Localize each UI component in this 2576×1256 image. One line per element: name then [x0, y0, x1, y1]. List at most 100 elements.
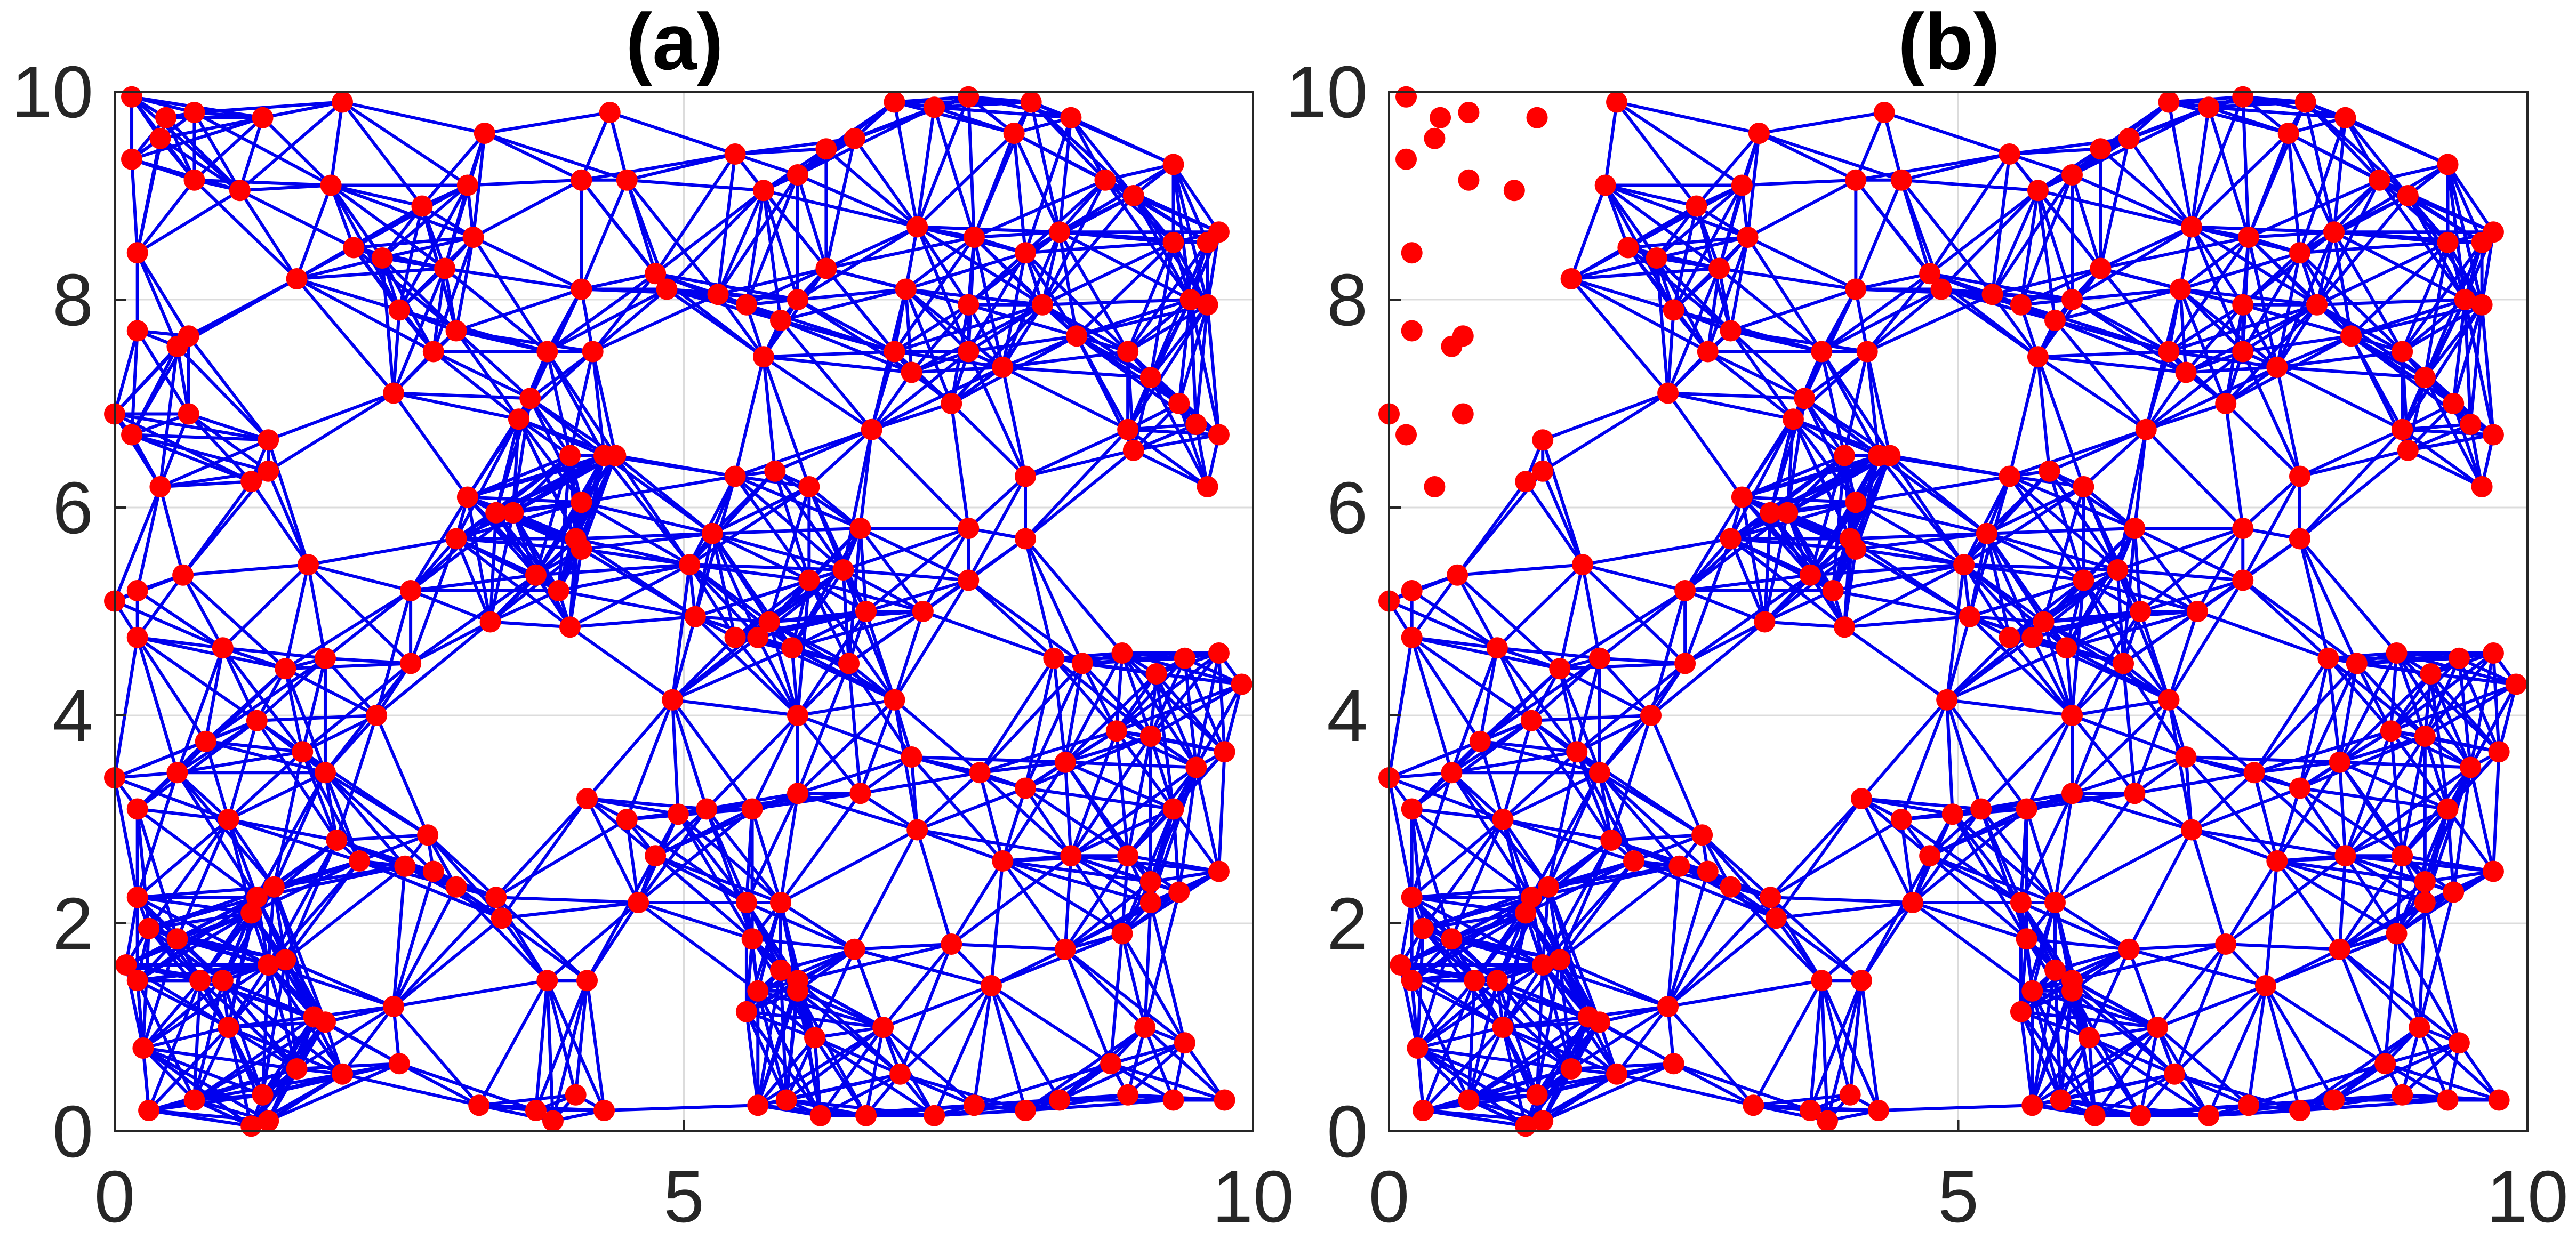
network-edge	[1764, 620, 1845, 629]
network-edge	[950, 402, 1027, 478]
network-edge	[2065, 569, 2119, 649]
network-edge	[135, 772, 179, 898]
network-edge	[1133, 433, 1219, 452]
network-edge	[654, 854, 748, 904]
network-edge	[1115, 651, 1220, 732]
network-edge	[1001, 252, 1027, 368]
network-edge	[854, 943, 952, 951]
network-edge	[2008, 475, 2085, 582]
network-edge	[2225, 334, 2352, 405]
network-node	[1117, 418, 1139, 440]
network-edge	[1127, 428, 1219, 437]
network-node	[1970, 798, 1992, 820]
network-edge	[1962, 476, 2011, 566]
network-edge	[1730, 287, 1857, 333]
network-edge	[380, 257, 396, 393]
network-edge	[484, 132, 582, 182]
network-edge	[2178, 289, 2188, 373]
network-node	[1765, 907, 1787, 929]
network-node	[1834, 445, 1855, 466]
network-edge	[2191, 828, 2278, 863]
network-edge	[712, 527, 861, 535]
network-edge	[2345, 807, 2449, 857]
network-node	[2460, 756, 2482, 778]
network-edge	[718, 293, 798, 301]
network-edge	[2344, 730, 2393, 857]
network-node	[667, 803, 689, 825]
network-node	[1486, 970, 1508, 992]
network-edge	[1792, 418, 1858, 550]
network-edge	[712, 532, 844, 571]
network-edge	[136, 574, 184, 639]
network-edge	[2145, 428, 2244, 530]
network-node	[2334, 845, 2356, 867]
network-edge	[2241, 252, 2301, 352]
network-edge	[158, 413, 190, 488]
network-node	[2198, 96, 2220, 118]
network-edge	[785, 1072, 901, 1102]
network-edge	[1865, 351, 1881, 456]
network-node	[1856, 341, 1878, 363]
network-edge	[1860, 855, 1931, 981]
network-edge	[1071, 854, 1219, 873]
network-edge	[130, 159, 139, 253]
network-edge	[238, 117, 264, 191]
network-edge	[2133, 527, 2199, 613]
network-edge	[546, 272, 656, 353]
network-node	[1117, 1084, 1139, 1106]
network-edge	[1120, 652, 1198, 769]
network-edge	[796, 580, 811, 716]
network-edge	[204, 667, 287, 743]
network-node	[121, 424, 143, 446]
network-edge	[654, 792, 799, 857]
network-node	[559, 616, 581, 638]
network-node	[787, 705, 808, 726]
network-node	[1799, 1100, 1821, 1121]
network-node	[2448, 647, 2470, 669]
network-edge	[1024, 735, 1152, 790]
network-node	[571, 169, 592, 191]
network-edge	[135, 486, 162, 591]
network-edge	[2129, 943, 2226, 951]
network-edge	[454, 418, 520, 540]
network-node	[735, 294, 757, 316]
network-edge	[2117, 568, 2243, 582]
network-edge	[1064, 948, 1146, 1029]
network-edge	[2389, 657, 2461, 732]
network-edge	[375, 590, 412, 716]
network-edge	[1929, 189, 2039, 275]
network-edge	[757, 1026, 884, 1107]
network-node	[1731, 486, 1753, 508]
network-edge	[750, 808, 782, 903]
network-edge	[1502, 818, 1611, 842]
network-edge	[307, 563, 412, 665]
network-edge	[1126, 1027, 1147, 1096]
network-node	[2021, 980, 2043, 1002]
network-node	[343, 237, 365, 259]
network-edge	[1542, 391, 1669, 442]
network-edge	[1171, 164, 1209, 305]
network-edge	[1667, 979, 1822, 1008]
network-node	[2175, 361, 2197, 383]
network-edge	[329, 184, 356, 248]
network-edge	[1964, 563, 2118, 571]
network-edge	[164, 117, 196, 181]
network-edge	[284, 839, 339, 961]
network-node	[263, 876, 285, 898]
network-edge	[614, 454, 691, 566]
network-node	[479, 611, 501, 633]
network-edge	[1946, 636, 2034, 702]
network-edge	[688, 470, 776, 566]
network-edge	[1706, 237, 1750, 352]
network-edge	[1831, 455, 1892, 592]
network-edge	[1878, 1104, 2033, 1112]
network-node	[166, 928, 188, 950]
network-node	[1594, 174, 1616, 196]
network-edge	[2242, 303, 2318, 353]
network-edge	[1855, 501, 1987, 535]
network-edge	[393, 391, 519, 421]
network-node	[1834, 616, 1855, 638]
network-edge	[262, 100, 343, 119]
network-edge	[2031, 990, 2063, 1101]
network-edge	[2139, 1027, 2160, 1116]
